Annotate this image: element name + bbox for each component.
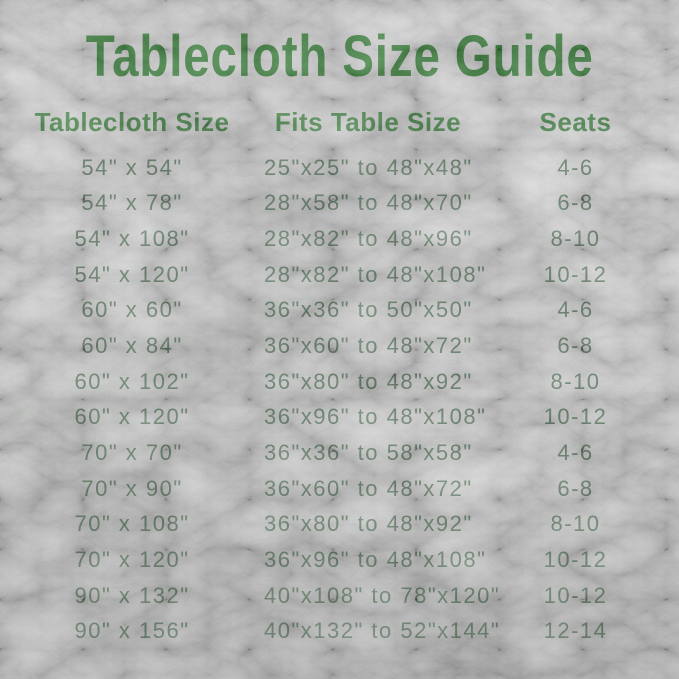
fits-table-size-value: 28"x82" to 48"x108" xyxy=(264,261,487,287)
fits-table-size-value: 36"x60" to 48"x72" xyxy=(264,475,473,501)
col-header-fits-table-size: Fits Table Size xyxy=(274,106,462,137)
fits-table-size-value: 28"x82" to 48"x96" xyxy=(264,226,473,252)
seats-value: 12-14 xyxy=(543,618,608,644)
tablecloth-size-value: 60" x 102" xyxy=(74,368,190,394)
table-row: 54" x 78" 28"x58" to 48"x70" 6-8 xyxy=(0,186,679,222)
fits-table-size-value: 36"x96" to 48"x108" xyxy=(264,546,487,572)
fits-table-size-value: 36"x96" to 48"x108" xyxy=(264,404,487,430)
table-row: 70" x 90" 36"x60" to 48"x72" 6-8 xyxy=(0,471,679,507)
table-row: 54" x 108" 28"x82" to 48"x96" 8-10 xyxy=(0,221,679,257)
tablecloth-size-value: 60" x 60" xyxy=(81,297,183,323)
table-row: 70" x 70" 36"x36" to 58"x58" 4-6 xyxy=(0,435,679,471)
table-header-row: Tablecloth Size Fits Table Size Seats xyxy=(0,100,679,144)
fits-table-size-value: 36"x36" to 50"x50" xyxy=(264,297,473,323)
fits-table-size-value: 36"x60" to 48"x72" xyxy=(264,333,473,359)
seats-value: 10-12 xyxy=(543,261,608,287)
seats-value: 4-6 xyxy=(557,154,594,180)
seats-value: 8-10 xyxy=(550,226,601,252)
table-row: 54" x 120" 28"x82" to 48"x108" 10-12 xyxy=(0,257,679,293)
seats-value: 6-8 xyxy=(557,475,594,501)
seats-value: 6-8 xyxy=(557,190,594,216)
fits-table-size-value: 40"x108" to 78"x120" xyxy=(264,582,501,608)
fits-table-size-value: 40"x132" to 52"x144" xyxy=(264,618,501,644)
tablecloth-size-value: 90" x 132" xyxy=(74,582,190,608)
title-area: Tablecloth Size Guide xyxy=(0,12,679,100)
page-title: Tablecloth Size Guide xyxy=(85,23,594,89)
fits-table-size-value: 36"x36" to 58"x58" xyxy=(264,439,473,465)
table-row: 60" x 84" 36"x60" to 48"x72" 6-8 xyxy=(0,328,679,364)
tablecloth-size-value: 54" x 108" xyxy=(74,226,190,252)
tablecloth-size-value: 90" x 156" xyxy=(74,618,190,644)
fits-table-size-value: 36"x80" to 48"x92" xyxy=(264,368,473,394)
table-row: 60" x 102" 36"x80" to 48"x92" 8-10 xyxy=(0,364,679,400)
table-row: 70" x 120" 36"x96" to 48"x108" 10-12 xyxy=(0,542,679,578)
table-row: 54" x 54" 25"x25" to 48"x48" 4-6 xyxy=(0,150,679,186)
col-header-seats: Seats xyxy=(539,106,612,137)
seats-value: 4-6 xyxy=(557,297,594,323)
tablecloth-size-value: 70" x 90" xyxy=(81,475,183,501)
fits-table-size-value: 25"x25" to 48"x48" xyxy=(264,154,473,180)
tablecloth-size-value: 54" x 54" xyxy=(81,154,183,180)
tablecloth-size-value: 70" x 120" xyxy=(74,546,190,572)
tablecloth-size-value: 60" x 84" xyxy=(81,333,183,359)
seats-value: 6-8 xyxy=(557,333,594,359)
seats-value: 8-10 xyxy=(550,511,601,537)
tablecloth-size-value: 54" x 78" xyxy=(81,190,183,216)
col-header-tablecloth-size: Tablecloth Size xyxy=(34,106,230,137)
seats-value: 10-12 xyxy=(543,546,608,572)
seats-value: 10-12 xyxy=(543,582,608,608)
table-row: 90" x 156" 40"x132" to 52"x144" 12-14 xyxy=(0,613,679,649)
seats-value: 10-12 xyxy=(543,404,608,430)
tablecloth-size-value: 70" x 108" xyxy=(74,511,190,537)
size-table: 54" x 54" 25"x25" to 48"x48" 4-6 54" x 7… xyxy=(0,150,679,649)
seats-value: 4-6 xyxy=(557,439,594,465)
fits-table-size-value: 36"x80" to 48"x92" xyxy=(264,511,473,537)
tablecloth-size-value: 54" x 120" xyxy=(74,261,190,287)
table-row: 60" x 120" 36"x96" to 48"x108" 10-12 xyxy=(0,399,679,435)
seats-value: 8-10 xyxy=(550,368,601,394)
table-row: 90" x 132" 40"x108" to 78"x120" 10-12 xyxy=(0,578,679,614)
table-row: 60" x 60" 36"x36" to 50"x50" 4-6 xyxy=(0,293,679,329)
fits-table-size-value: 28"x58" to 48"x70" xyxy=(264,190,473,216)
tablecloth-size-value: 60" x 120" xyxy=(74,404,190,430)
tablecloth-size-value: 70" x 70" xyxy=(81,439,183,465)
table-row: 70" x 108" 36"x80" to 48"x92" 8-10 xyxy=(0,506,679,542)
